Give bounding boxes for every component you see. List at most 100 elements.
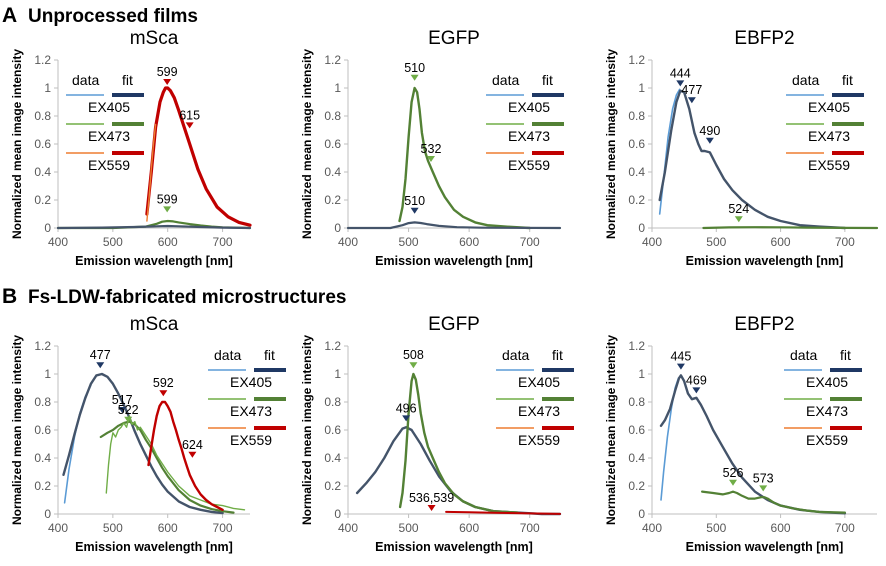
y-tick-label: 0	[44, 507, 51, 521]
y-tick-label: 1.2	[324, 53, 341, 67]
peak-marker	[692, 387, 701, 394]
peak-label: 469	[686, 373, 707, 387]
chart-title: EBFP2	[734, 28, 794, 49]
x-axis-label: Emission wavelength [nm]	[75, 540, 233, 554]
series-line-ex405	[56, 224, 252, 230]
peak-marker	[734, 216, 743, 223]
y-tick-label: 1.2	[34, 53, 51, 67]
y-tick-label: 0	[638, 507, 645, 521]
legend-entry-ex473: EX473	[230, 403, 272, 419]
legend-entry-ex405: EX405	[88, 99, 130, 115]
y-axis-label: Normalized mean image intensity	[10, 49, 24, 239]
peak-label: 510	[404, 61, 425, 75]
peak-marker	[427, 505, 436, 511]
legend-entry-ex559: EX559	[518, 432, 560, 448]
peak-marker	[163, 206, 172, 213]
peak-marker	[185, 122, 194, 129]
x-axis-label: Emission wavelength [nm]	[375, 540, 533, 554]
chart-A-EGFP: EGFP 0 0.2 0.4 0.6 0.8 1 1.2 400 500 600 700 Emissio…	[300, 28, 564, 268]
legend-fit-header: fit	[264, 347, 275, 363]
legend-entry-ex405: EX405	[808, 99, 850, 115]
x-tick-label: 700	[213, 235, 233, 249]
series-line-ex473	[398, 86, 531, 230]
y-axis-label: Normalized mean image intensity	[300, 49, 314, 239]
peak-label: 477	[681, 83, 702, 97]
y-tick-label: 0	[638, 221, 645, 235]
peak-marker	[159, 390, 168, 397]
chart-A-mSca: mSca 0 0.2 0.4 0.6 0.8 1 1.2 400 500 600 700 Emissio…	[10, 28, 252, 268]
y-tick-label: 0.6	[34, 423, 51, 437]
series-line-ex405-data	[658, 88, 681, 215]
series-line-ex405-data	[63, 384, 92, 504]
x-tick-label: 600	[771, 235, 791, 249]
peak-marker	[410, 74, 419, 81]
legend-fit-header: fit	[542, 72, 553, 88]
section-a-letter: A	[2, 4, 17, 27]
panels: mSca 0 0.2 0.4 0.6 0.8 1 1.2 400 500 600 700 Emissio…	[10, 28, 879, 554]
x-tick-label: 700	[835, 235, 855, 249]
y-tick-label: 0.8	[628, 395, 645, 409]
x-tick-label: 400	[338, 235, 358, 249]
legend-fit-header: fit	[842, 72, 853, 88]
x-axis-label: Emission wavelength [nm]	[75, 254, 233, 268]
legend-entry-ex473: EX473	[518, 403, 560, 419]
legend: data fit EX405 EX473 EX559	[208, 347, 286, 448]
y-tick-label: 1	[334, 367, 341, 381]
chart-B-EBFP2: EBFP2 0 0.2 0.4 0.6 0.8 1 1.2 400 500 600 700 Emissi…	[604, 314, 877, 554]
legend: data fit EX405 EX473 EX559	[486, 72, 564, 173]
y-tick-label: 0.4	[34, 451, 51, 465]
y-axis-label: Normalized mean image intensity	[604, 335, 618, 525]
peak-label: 526	[723, 466, 744, 480]
peak-marker	[729, 479, 737, 486]
y-tick-label: 0.8	[34, 395, 51, 409]
y-tick-label: 0.2	[628, 479, 645, 493]
x-tick-label: 700	[520, 521, 540, 535]
x-tick-label: 600	[771, 521, 791, 535]
peak-marker	[705, 137, 714, 144]
y-tick-label: 1.2	[628, 339, 645, 353]
chart-title: mSca	[130, 314, 179, 335]
peak-label: 624	[182, 438, 203, 452]
x-tick-label: 600	[459, 521, 479, 535]
series-line-ex559-data	[146, 123, 157, 222]
y-tick-label: 0.2	[324, 193, 341, 207]
x-tick-label: 600	[158, 521, 178, 535]
x-tick-label: 500	[706, 521, 726, 535]
legend-data-header: data	[72, 72, 99, 88]
y-tick-label: 0.4	[324, 165, 341, 179]
series-line-ex405	[346, 221, 562, 230]
chart-title: EGFP	[428, 314, 480, 335]
y-tick-label: 0.4	[324, 451, 341, 465]
peak-label: 599	[157, 192, 178, 206]
y-tick-label: 1	[44, 367, 51, 381]
x-tick-label: 700	[835, 521, 855, 535]
x-tick-label: 500	[399, 521, 419, 535]
legend-entry-ex405: EX405	[230, 374, 272, 390]
y-tick-label: 1.2	[34, 339, 51, 353]
peak-marker	[409, 362, 418, 369]
y-tick-label: 1	[638, 367, 645, 381]
y-tick-label: 0.6	[324, 423, 341, 437]
series-line-ex473	[99, 420, 235, 514]
y-axis-label: Normalized mean image intensity	[604, 49, 618, 239]
legend: data fit EX405 EX473 EX559	[784, 347, 862, 448]
legend-entry-ex473: EX473	[808, 128, 850, 144]
y-tick-label: 0	[334, 221, 341, 235]
legend-data-header: data	[790, 347, 817, 363]
legend-entry-ex559: EX559	[508, 157, 550, 173]
peak-label: 522	[118, 403, 139, 417]
y-tick-label: 0.2	[324, 479, 341, 493]
legend-entry-ex559: EX559	[88, 157, 130, 173]
series-line-ex559	[145, 86, 252, 227]
peak-label: 508	[403, 348, 424, 362]
peak-label: 477	[90, 348, 111, 362]
series-line-ex473	[700, 490, 847, 514]
legend-entry-ex405: EX405	[508, 99, 550, 115]
y-tick-label: 1.2	[628, 53, 645, 67]
y-tick-label: 0.2	[34, 193, 51, 207]
y-tick-label: 1	[638, 81, 645, 95]
legend-data-header: data	[492, 72, 519, 88]
legend-entry-ex473: EX473	[88, 128, 130, 144]
peak-marker	[426, 156, 435, 162]
peak-marker	[676, 363, 685, 370]
